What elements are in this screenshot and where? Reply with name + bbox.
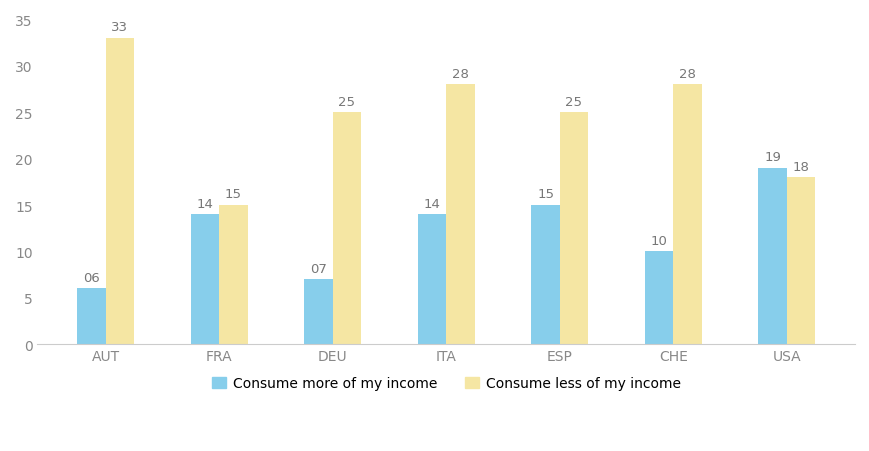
Text: 07: 07 xyxy=(309,262,327,275)
Text: 06: 06 xyxy=(83,271,100,284)
Text: 15: 15 xyxy=(224,188,242,201)
Bar xyxy=(673,85,701,345)
Text: 25: 25 xyxy=(338,96,355,108)
Legend: Consume more of my income, Consume less of my income: Consume more of my income, Consume less … xyxy=(206,371,686,396)
Bar xyxy=(758,169,786,345)
Bar xyxy=(190,215,219,345)
Text: 28: 28 xyxy=(679,68,695,81)
Bar xyxy=(417,215,446,345)
Bar xyxy=(105,39,134,345)
Text: 18: 18 xyxy=(792,160,808,173)
Bar xyxy=(304,280,332,345)
Bar xyxy=(531,206,559,345)
Text: 14: 14 xyxy=(423,197,440,210)
Text: 28: 28 xyxy=(452,68,468,81)
Text: 15: 15 xyxy=(536,188,554,201)
Bar xyxy=(446,85,474,345)
Text: 10: 10 xyxy=(650,234,667,247)
Bar xyxy=(559,113,587,345)
Text: 19: 19 xyxy=(763,151,780,164)
Text: 33: 33 xyxy=(111,21,128,34)
Bar xyxy=(77,289,105,345)
Text: 25: 25 xyxy=(565,96,582,108)
Text: 14: 14 xyxy=(196,197,213,210)
Bar xyxy=(332,113,361,345)
Bar xyxy=(786,178,814,345)
Bar xyxy=(644,252,673,345)
Bar xyxy=(219,206,248,345)
